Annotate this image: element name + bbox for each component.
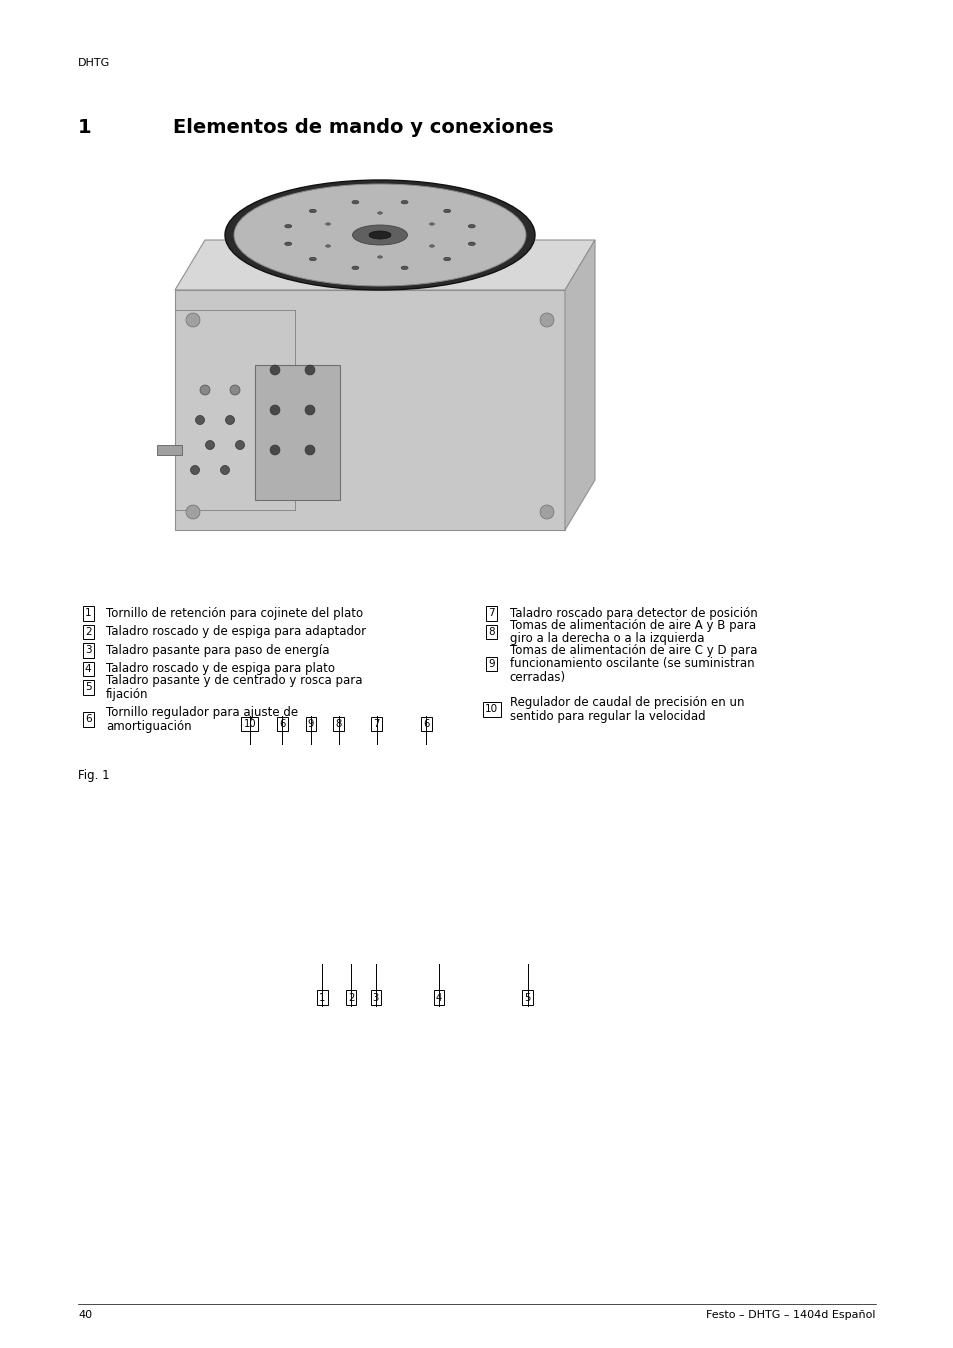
FancyBboxPatch shape bbox=[254, 365, 339, 500]
Text: Tornillo regulador para ajuste de: Tornillo regulador para ajuste de bbox=[106, 706, 298, 718]
Text: 9: 9 bbox=[488, 659, 495, 669]
Text: Festo – DHTG – 1404d Español: Festo – DHTG – 1404d Español bbox=[705, 1310, 875, 1320]
Ellipse shape bbox=[400, 201, 408, 204]
Ellipse shape bbox=[305, 445, 314, 456]
Text: cerradas): cerradas) bbox=[509, 671, 565, 683]
Ellipse shape bbox=[230, 386, 240, 395]
Text: Taladro roscado y de espiga para adaptador: Taladro roscado y de espiga para adaptad… bbox=[106, 625, 366, 639]
FancyBboxPatch shape bbox=[157, 445, 182, 456]
Ellipse shape bbox=[468, 225, 475, 228]
Ellipse shape bbox=[225, 181, 535, 290]
Ellipse shape bbox=[195, 415, 204, 425]
Text: 6: 6 bbox=[423, 718, 429, 729]
Ellipse shape bbox=[270, 445, 280, 456]
Text: 6: 6 bbox=[279, 718, 285, 729]
Ellipse shape bbox=[284, 225, 292, 228]
Ellipse shape bbox=[191, 465, 199, 474]
Ellipse shape bbox=[309, 257, 316, 260]
Polygon shape bbox=[174, 240, 595, 290]
Ellipse shape bbox=[200, 386, 210, 395]
Text: 1: 1 bbox=[78, 119, 91, 137]
Ellipse shape bbox=[284, 243, 292, 245]
Text: 1: 1 bbox=[319, 992, 325, 1003]
Text: 5: 5 bbox=[85, 682, 91, 693]
Text: giro a la derecha o a la izquierda: giro a la derecha o a la izquierda bbox=[509, 632, 703, 646]
Text: 2: 2 bbox=[85, 627, 91, 636]
Text: 9: 9 bbox=[308, 718, 314, 729]
Text: 4: 4 bbox=[436, 992, 441, 1003]
Ellipse shape bbox=[539, 506, 554, 519]
Text: 7: 7 bbox=[488, 608, 495, 619]
Ellipse shape bbox=[225, 415, 234, 425]
Text: 4: 4 bbox=[85, 663, 91, 674]
Ellipse shape bbox=[443, 209, 450, 213]
Text: Taladro pasante para paso de energía: Taladro pasante para paso de energía bbox=[106, 644, 330, 656]
Text: amortiguación: amortiguación bbox=[106, 720, 192, 732]
Ellipse shape bbox=[270, 404, 280, 415]
Ellipse shape bbox=[186, 313, 200, 328]
Ellipse shape bbox=[369, 231, 391, 239]
Text: Elementos de mando y conexiones: Elementos de mando y conexiones bbox=[173, 119, 554, 137]
Text: 8: 8 bbox=[335, 718, 341, 729]
Text: 1: 1 bbox=[85, 608, 91, 619]
Text: 6: 6 bbox=[85, 714, 91, 724]
Text: Taladro pasante y de centrado y rosca para: Taladro pasante y de centrado y rosca pa… bbox=[106, 674, 362, 687]
Polygon shape bbox=[174, 290, 564, 530]
Ellipse shape bbox=[233, 183, 525, 286]
Text: Fig. 1: Fig. 1 bbox=[78, 770, 110, 782]
Ellipse shape bbox=[443, 257, 450, 260]
Text: 3: 3 bbox=[373, 992, 378, 1003]
Text: 10: 10 bbox=[485, 705, 497, 714]
Text: 8: 8 bbox=[488, 627, 495, 636]
Ellipse shape bbox=[352, 225, 407, 245]
Text: 7: 7 bbox=[374, 718, 379, 729]
Ellipse shape bbox=[186, 506, 200, 519]
Text: sentido para regular la velocidad: sentido para regular la velocidad bbox=[509, 709, 704, 723]
Ellipse shape bbox=[468, 243, 475, 245]
Ellipse shape bbox=[325, 245, 330, 247]
Ellipse shape bbox=[400, 266, 408, 270]
Text: Taladro roscado para detector de posición: Taladro roscado para detector de posició… bbox=[509, 607, 757, 620]
Text: 2: 2 bbox=[348, 992, 354, 1003]
Text: 3: 3 bbox=[85, 646, 91, 655]
Text: fijación: fijación bbox=[106, 687, 149, 701]
Text: Taladro roscado y de espiga para plato: Taladro roscado y de espiga para plato bbox=[106, 662, 335, 675]
Text: Tomas de alimentación de aire A y B para: Tomas de alimentación de aire A y B para bbox=[509, 619, 755, 632]
Text: 40: 40 bbox=[78, 1310, 92, 1320]
Ellipse shape bbox=[205, 441, 214, 449]
Ellipse shape bbox=[377, 212, 382, 214]
Text: Tornillo de retención para cojinete del plato: Tornillo de retención para cojinete del … bbox=[106, 607, 363, 620]
Text: Tomas de alimentación de aire C y D para: Tomas de alimentación de aire C y D para bbox=[509, 644, 757, 656]
Ellipse shape bbox=[309, 209, 316, 213]
Ellipse shape bbox=[429, 245, 434, 247]
Ellipse shape bbox=[220, 465, 230, 474]
Polygon shape bbox=[564, 240, 595, 530]
Ellipse shape bbox=[377, 256, 382, 259]
Ellipse shape bbox=[270, 365, 280, 375]
Ellipse shape bbox=[305, 365, 314, 375]
Text: 10: 10 bbox=[243, 718, 256, 729]
Ellipse shape bbox=[235, 441, 244, 449]
Ellipse shape bbox=[429, 222, 434, 225]
Ellipse shape bbox=[325, 222, 330, 225]
Text: Regulador de caudal de precisión en un: Regulador de caudal de precisión en un bbox=[509, 696, 743, 709]
Text: 5: 5 bbox=[524, 992, 530, 1003]
Ellipse shape bbox=[305, 404, 314, 415]
Ellipse shape bbox=[352, 266, 358, 270]
Ellipse shape bbox=[352, 201, 358, 204]
Text: funcionamiento oscilante (se suministran: funcionamiento oscilante (se suministran bbox=[509, 658, 754, 670]
Ellipse shape bbox=[539, 313, 554, 328]
Text: DHTG: DHTG bbox=[78, 58, 111, 67]
